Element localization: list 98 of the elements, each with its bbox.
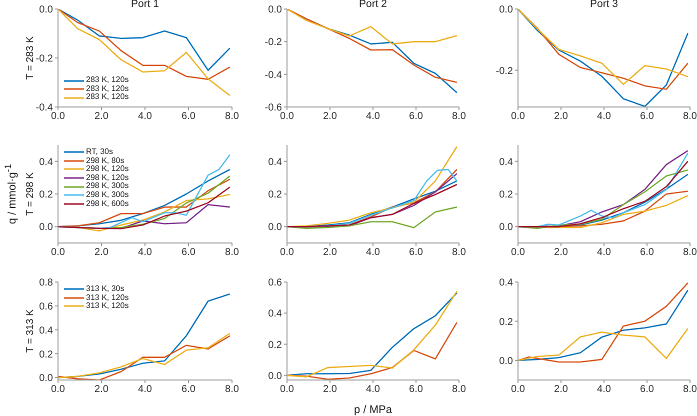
x-tick-label: 6.0 [640,247,654,258]
x-tick-label: 4.0 [597,384,612,396]
x-tick-label: 6.0 [182,111,196,122]
chart-title: Port 1 [130,0,160,10]
x-tick-label: 6.0 [182,384,196,396]
x-tick-label: 6.0 [640,111,654,122]
legend-label: RT, 30s [86,147,113,157]
y-tick-label: -0.2 [264,37,282,48]
legend-label: 283 K, 120s [86,84,129,93]
legend-label: 313 K, 120s [86,292,129,302]
x-tick-label: 8.0 [225,111,240,122]
x-tick-label: 0.0 [51,247,66,258]
x-tick-label: 4.0 [366,384,380,396]
legend-label: 313 K, 30s [86,284,124,294]
x-tick-label: 4.0 [366,247,380,258]
y-tick-label: 0.0 [268,222,282,234]
y-tick-label: 0.6 [268,278,282,289]
x-tick-label: 0.0 [280,247,294,258]
legend-label: 298 K, 300s [86,190,129,200]
y-tick-label: 0.0 [39,4,54,16]
legend-label: 283 K, 120s [86,75,129,85]
x-tick-label: 2.0 [323,384,338,396]
x-axis-title: p / MPa [353,404,393,416]
y-tick-label: 0.4 [499,278,514,289]
x-tick-label: 8.0 [683,384,697,396]
x-tick-label: 2.0 [554,384,568,396]
line-series [287,9,458,45]
legend-label: 283 K, 120s [86,92,129,102]
y-tick-label: 0.4 [39,325,54,336]
x-tick-label: 8.0 [452,247,466,258]
x-tick-label: 8.0 [225,247,240,258]
legend-label: 298 K, 80s [86,156,124,165]
y-tick-label: -0.4 [36,102,54,114]
y-tick-label: 0.6 [39,301,54,312]
x-tick-label: 0.0 [511,247,526,258]
y-tick-label: 0.8 [39,278,54,289]
y-tick-label: 0.0 [39,373,54,384]
x-tick-label: 4.0 [366,111,380,122]
y-axis-title: T = 298 K [25,171,37,218]
x-tick-label: 6.0 [409,247,424,258]
x-tick-label: 4.0 [138,384,152,396]
y-tick-label: 0.0 [499,4,514,16]
y-tick-label: -0.2 [36,54,54,65]
legend-label: 298 K, 300s [86,181,129,191]
x-tick-label: 2.0 [94,111,109,122]
y-axis-title: T = 313 K [25,308,37,355]
y-tick-label: 0.4 [39,156,54,168]
x-tick-label: 0.0 [511,384,526,396]
y-tick-label: -0.6 [264,102,282,114]
x-tick-label: 8.0 [452,384,466,396]
x-tick-label: 6.0 [640,384,654,396]
y-tick-label: -0.2 [496,66,514,77]
x-tick-label: 2.0 [94,247,109,258]
x-tick-label: 2.0 [323,247,338,258]
y-tick-label: 0.0 [499,222,514,234]
x-tick-label: 0.0 [280,111,294,122]
x-tick-label: 4.0 [138,111,152,122]
x-tick-label: 4.0 [138,247,152,258]
x-tick-label: 2.0 [554,247,568,258]
y-tick-label: 0.0 [39,222,54,234]
x-tick-label: 6.0 [182,247,196,258]
x-tick-label: 8.0 [683,111,697,122]
legend-label: 313 K, 120s [86,301,129,311]
y-tick-label: 0.4 [268,308,282,320]
x-tick-label: 0.0 [280,384,294,396]
y-tick-label: 0.2 [39,349,54,360]
x-tick-label: 8.0 [452,111,466,122]
y-axis-title: T = 283 K [25,35,36,82]
x-tick-label: 0.0 [51,111,66,122]
x-tick-label: 6.0 [409,384,424,396]
legend-label: 298 K, 120s [86,164,129,174]
y-tick-label: 0.4 [268,156,282,168]
x-tick-label: 8.0 [683,247,697,258]
y-tick-label: 0.0 [268,4,282,16]
legend-label: 298 K, 600s [86,198,129,208]
chart-title: Port 2 [358,0,388,10]
x-tick-label: 4.0 [597,247,612,258]
x-tick-label: 4.0 [597,111,612,122]
line-series [518,9,688,107]
y-tick-label: 0.2 [268,340,282,351]
y-tick-label: 0.4 [499,156,514,168]
y-tick-label: -0.4 [264,70,282,81]
x-tick-label: 0.0 [511,111,526,122]
y-tick-label: 0.0 [499,356,514,367]
x-tick-label: 0.0 [51,384,66,396]
y-tick-label: 0.2 [499,190,514,201]
y-tick-label: 0.0 [268,370,282,382]
y-tick-label: 0.2 [499,316,514,328]
y-tick-label: 0.2 [268,190,282,201]
x-tick-label: 8.0 [225,384,240,396]
legend-label: 298 K, 120s [86,172,129,182]
chart-title: Port 3 [588,0,619,10]
x-tick-label: 2.0 [94,384,109,396]
y-tick-label: 0.2 [39,190,54,201]
x-tick-label: 6.0 [409,111,424,122]
line-series [518,328,688,362]
x-tick-label: 2.0 [323,111,338,122]
x-tick-label: 2.0 [554,111,568,122]
